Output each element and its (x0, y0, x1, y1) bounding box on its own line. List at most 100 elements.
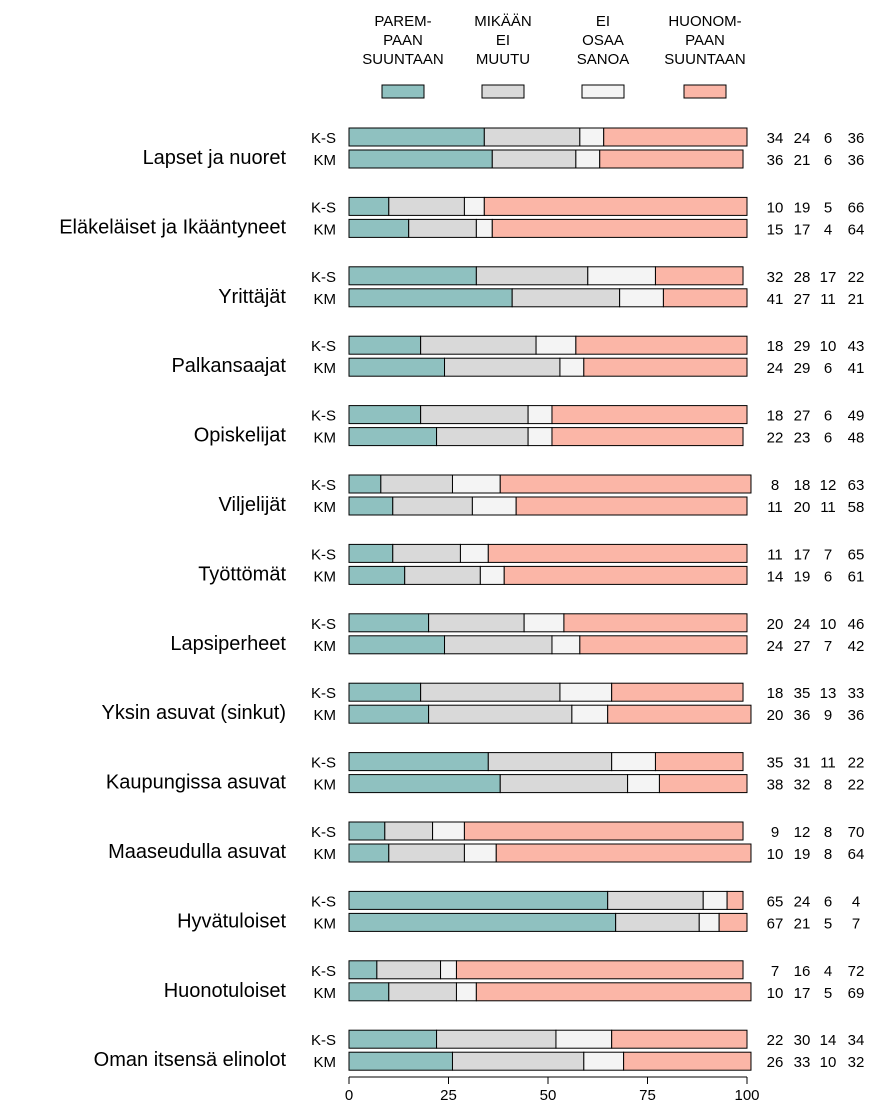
bar-segment (551, 427, 744, 447)
data-label: 36 (848, 130, 865, 147)
bar-segment (527, 427, 553, 447)
data-label: 5 (824, 199, 832, 216)
group-label: Huonotuloiset (164, 980, 287, 1002)
bar-segment (348, 474, 382, 494)
group: Eläkeläiset ja Ikääntyneet K-S 10 19 5 66 KM 15… (59, 196, 864, 238)
bar-segment (511, 288, 621, 308)
bar-segment (654, 752, 744, 772)
row-label: KM (314, 915, 337, 932)
bar-segment (559, 357, 585, 377)
bar-segment (348, 635, 446, 655)
bar-segment (420, 335, 537, 355)
bar-segment (718, 912, 748, 932)
bar-segment (579, 127, 605, 147)
bar-segment (463, 821, 744, 841)
data-label: 20 (767, 616, 784, 633)
data-label: 35 (767, 755, 784, 772)
bar-segment (491, 218, 748, 238)
bar-segment (579, 635, 748, 655)
bar-segment (348, 427, 438, 447)
legend-swatch (683, 84, 727, 99)
data-label: 65 (767, 893, 784, 910)
group-label: Kaupungissa asuvat (106, 772, 287, 794)
data-label: 8 (824, 846, 832, 863)
group-label: Palkansaajat (171, 355, 286, 377)
bar-segment (404, 565, 481, 585)
bar-segment (698, 912, 720, 932)
data-label: 18 (794, 477, 811, 494)
group: Kaupungissa asuvat K-S 35 31 11 22 KM 38 32 8 22 (106, 752, 864, 794)
group: Työttömät K-S 11 17 7 65 KM 14 19 6 61 (198, 543, 865, 585)
bar-segment (440, 960, 457, 980)
row-label: K-S (311, 269, 336, 286)
row-label: KM (314, 1054, 337, 1071)
bar-segment (428, 613, 525, 633)
row-label: KM (314, 777, 337, 794)
group-label: Eläkeläiset ja Ikääntyneet (59, 216, 286, 238)
data-label: 10 (820, 616, 837, 633)
bar-segment (348, 821, 386, 841)
bar-segment (348, 565, 406, 585)
data-label: 36 (767, 152, 784, 169)
data-label: 4 (852, 893, 860, 910)
data-label: 18 (767, 338, 784, 355)
group: Opiskelijat K-S 18 27 6 49 KM 22 23 6 48 (194, 405, 865, 447)
data-label: 6 (824, 130, 832, 147)
group-label: Työttömät (198, 563, 286, 585)
data-label: 17 (794, 221, 811, 238)
group: Palkansaajat K-S 18 29 10 43 KM 24 29 6 41 (171, 335, 864, 377)
data-label: 38 (767, 777, 784, 794)
group-label: Viljelijät (219, 494, 287, 516)
bar-segment (463, 196, 485, 216)
bar-segment (515, 496, 748, 516)
bar-segment (615, 912, 700, 932)
data-label: 58 (848, 499, 865, 516)
bar-segment (611, 682, 744, 702)
row-label: K-S (311, 1032, 336, 1049)
bar-segment (563, 613, 748, 633)
data-label: 6 (824, 360, 832, 377)
data-label: 6 (824, 430, 832, 447)
group: Yrittäjät K-S 32 28 17 22 KM 41 27 11 21 (218, 266, 864, 308)
bar-segment (348, 613, 430, 633)
data-label: 7 (824, 546, 832, 563)
bar-segment (471, 496, 517, 516)
data-label: 7 (824, 638, 832, 655)
data-label: 34 (767, 130, 784, 147)
row-label: KM (314, 846, 337, 863)
bar-segment (451, 1051, 585, 1071)
bar-segment (491, 149, 577, 169)
bar-segment (380, 474, 453, 494)
row-label: KM (314, 499, 337, 516)
bar-segment (348, 196, 390, 216)
data-label: 65 (848, 546, 865, 563)
bar-segment (475, 266, 589, 286)
data-label: 6 (824, 152, 832, 169)
x-tick-label: 50 (540, 1087, 557, 1102)
data-label: 48 (848, 430, 865, 447)
data-label: 22 (767, 1032, 784, 1049)
data-label: 22 (767, 430, 784, 447)
legend-label-line: PAAN (685, 32, 725, 49)
data-label: 61 (848, 568, 865, 585)
bar-segment (348, 982, 390, 1002)
data-label: 20 (767, 707, 784, 724)
bar-segment (658, 774, 748, 794)
bar-segment (607, 704, 752, 724)
legend-label-line: MIKÄÄN (474, 13, 532, 30)
bar-segment (392, 543, 461, 563)
bar-segment (348, 682, 422, 702)
bar-segment (388, 196, 465, 216)
data-label: 17 (820, 269, 837, 286)
row-label: KM (314, 291, 337, 308)
data-label: 4 (824, 963, 832, 980)
bar-segment (627, 774, 660, 794)
bar-segment (408, 218, 477, 238)
bar-segment (348, 960, 378, 980)
data-label: 19 (794, 846, 811, 863)
group: Hyvätuloiset K-S 65 24 6 4 KM 67 21 5 7 (177, 890, 860, 932)
data-label: 27 (794, 408, 811, 425)
row-label: K-S (311, 130, 336, 147)
legend-label-line: PAREM- (374, 13, 431, 30)
data-label: 18 (767, 408, 784, 425)
